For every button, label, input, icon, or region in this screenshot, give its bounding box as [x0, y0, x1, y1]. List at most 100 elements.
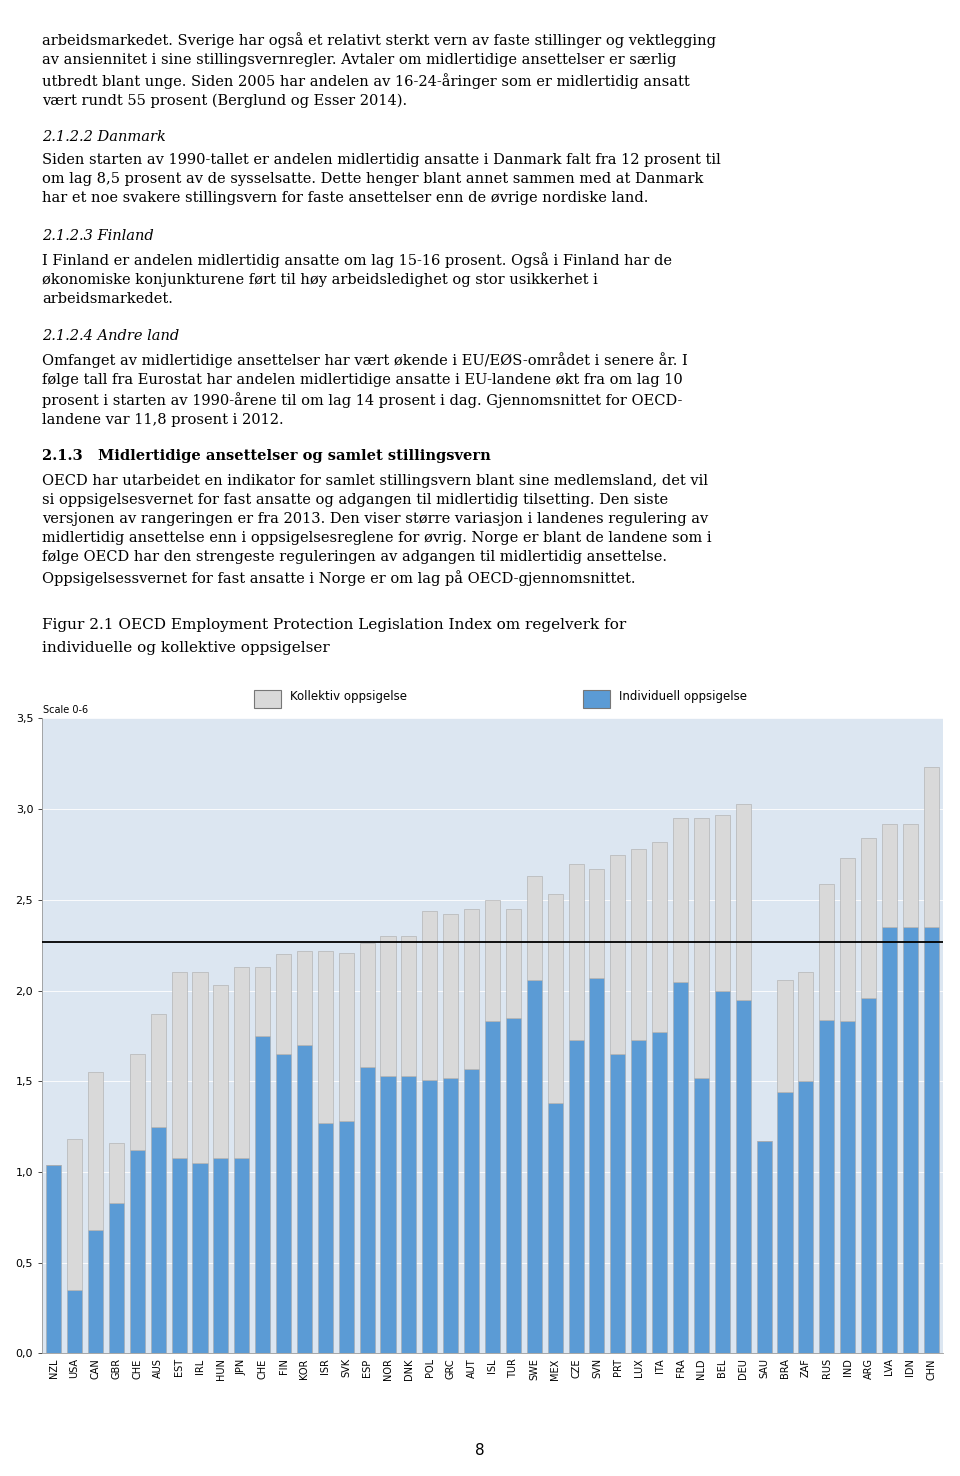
Text: Siden starten av 1990-tallet er andelen midlertidig ansatte i Danmark falt fra 1: Siden starten av 1990-tallet er andelen … — [42, 154, 721, 205]
Text: 2.1.3   Midlertidige ansettelser og samlet stillingsvern: 2.1.3 Midlertidige ansettelser og samlet… — [42, 449, 491, 463]
Bar — [130, 1054, 145, 1150]
Bar — [861, 998, 876, 1353]
Bar — [192, 973, 207, 1163]
Bar — [213, 1157, 228, 1353]
Bar — [632, 1039, 646, 1353]
Bar — [840, 858, 855, 1021]
Bar — [924, 768, 939, 927]
Bar — [673, 982, 688, 1353]
Bar — [88, 1230, 103, 1353]
Bar — [547, 894, 563, 1103]
Text: Scale 0-6: Scale 0-6 — [43, 706, 88, 714]
Bar — [694, 818, 708, 1077]
Bar — [568, 1039, 584, 1353]
Bar — [297, 1045, 312, 1353]
Bar — [255, 1036, 270, 1353]
Text: 8: 8 — [475, 1444, 485, 1458]
Bar — [444, 915, 458, 1077]
Text: 2.1.2.3 Finland: 2.1.2.3 Finland — [42, 229, 154, 244]
Text: 2.1.2.2 Danmark: 2.1.2.2 Danmark — [42, 130, 166, 143]
Bar — [255, 967, 270, 1036]
Text: Omfanget av midlertidige ansettelser har vært økende i EU/EØS-området i senere å: Omfanget av midlertidige ansettelser har… — [42, 351, 688, 427]
Bar — [527, 980, 541, 1353]
Bar — [611, 1054, 625, 1353]
Bar — [735, 999, 751, 1353]
Bar — [819, 1020, 834, 1353]
Text: I Finland er andelen midlertidig ansatte om lag 15-16 prosent. Også i Finland ha: I Finland er andelen midlertidig ansatte… — [42, 252, 672, 306]
Bar — [401, 1076, 417, 1353]
Bar — [297, 951, 312, 1045]
Bar — [694, 1077, 708, 1353]
Bar — [778, 1092, 793, 1353]
Bar — [276, 1054, 291, 1353]
Bar — [861, 838, 876, 998]
Bar — [882, 824, 897, 927]
Bar — [464, 1069, 479, 1353]
Bar — [819, 884, 834, 1020]
Bar — [276, 955, 291, 1054]
Bar — [464, 909, 479, 1069]
Bar — [799, 1082, 813, 1353]
Bar — [715, 815, 730, 990]
Bar — [547, 1103, 563, 1353]
Bar — [778, 980, 793, 1092]
Bar — [401, 936, 417, 1076]
Bar — [527, 877, 541, 980]
Bar — [253, 689, 281, 707]
Text: 2.1.2.4 Andre land: 2.1.2.4 Andre land — [42, 329, 180, 342]
Bar — [46, 1165, 61, 1353]
Bar — [234, 1157, 250, 1353]
Bar — [151, 1126, 166, 1353]
Bar — [130, 1150, 145, 1353]
Bar — [756, 1141, 772, 1353]
Bar — [589, 979, 605, 1353]
Bar — [234, 967, 250, 1157]
Bar — [88, 1072, 103, 1230]
Bar — [318, 1123, 333, 1353]
Text: Kollektiv oppsigelse: Kollektiv oppsigelse — [290, 689, 407, 703]
Bar — [652, 1032, 667, 1353]
Bar — [589, 869, 605, 979]
Bar — [108, 1203, 124, 1353]
Bar — [213, 984, 228, 1157]
Bar — [715, 990, 730, 1353]
Bar — [840, 1021, 855, 1353]
Bar — [318, 951, 333, 1123]
Text: Individuell oppsigelse: Individuell oppsigelse — [618, 689, 747, 703]
Bar — [422, 911, 438, 1079]
Bar — [506, 1018, 521, 1353]
Bar — [339, 1122, 353, 1353]
Bar — [67, 1139, 83, 1290]
Text: individuelle og kollektive oppsigelser: individuelle og kollektive oppsigelser — [42, 642, 330, 655]
Bar — [506, 909, 521, 1018]
Bar — [108, 1142, 124, 1203]
Bar — [380, 1076, 396, 1353]
Bar — [172, 973, 186, 1157]
Bar — [67, 1290, 83, 1353]
Text: OECD har utarbeidet en indikator for samlet stillingsvern blant sine medlemsland: OECD har utarbeidet en indikator for sam… — [42, 474, 712, 586]
Bar — [902, 824, 918, 927]
Bar — [568, 863, 584, 1039]
Text: Figur 2.1 OECD Employment Protection Legislation Index om regelverk for: Figur 2.1 OECD Employment Protection Leg… — [42, 618, 627, 632]
Bar — [652, 841, 667, 1032]
Bar — [422, 1079, 438, 1353]
Bar — [192, 1163, 207, 1353]
Bar — [673, 818, 688, 982]
Bar — [632, 849, 646, 1039]
Bar — [444, 1077, 458, 1353]
Bar — [380, 936, 396, 1076]
Bar — [360, 943, 374, 1067]
Text: arbeidsmarkedet. Sverige har også et relativt sterkt vern av faste stillinger og: arbeidsmarkedet. Sverige har også et rel… — [42, 32, 716, 108]
Bar — [902, 927, 918, 1353]
Bar — [924, 927, 939, 1353]
Bar — [151, 1014, 166, 1126]
Bar — [583, 689, 610, 707]
Bar — [485, 900, 500, 1021]
Bar — [485, 1021, 500, 1353]
Bar — [611, 855, 625, 1054]
Bar — [360, 1067, 374, 1353]
Bar — [339, 952, 353, 1122]
Bar — [882, 927, 897, 1353]
Bar — [799, 973, 813, 1082]
Bar — [735, 804, 751, 999]
